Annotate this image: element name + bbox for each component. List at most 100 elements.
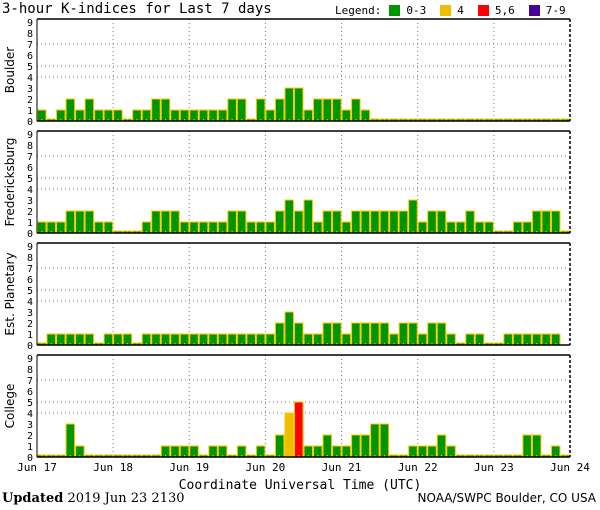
bar-fredericksburg-31 [332, 210, 342, 234]
bar-est-planetary-31 [332, 322, 342, 346]
bar-fredericksburg-3 [65, 210, 76, 234]
bar-college-42 [436, 434, 447, 458]
bar-fredericksburg-45 [465, 210, 475, 234]
bar-college-51 [522, 434, 532, 458]
y-tick-label: 1 [27, 106, 33, 117]
bar-college-52 [531, 434, 542, 458]
y-tick-label: 3 [27, 420, 33, 431]
bar-boulder-29 [313, 98, 323, 122]
bar-boulder-31 [332, 98, 342, 122]
y-tick-label: 2 [27, 207, 33, 218]
bar-fredericksburg-39 [408, 199, 418, 234]
bar-est-planetary-38 [398, 322, 409, 346]
y-tick-label: 8 [27, 29, 33, 40]
legend: Legend: 0-3 4 5,6 7-9 [335, 4, 580, 17]
bar-fredericksburg-4 [75, 210, 85, 234]
bar-fredericksburg-21 [236, 210, 247, 234]
panel-label-boulder: Boulder [3, 47, 17, 94]
x-tick-label: Jun 20 [246, 461, 286, 474]
bar-est-planetary-26 [284, 311, 294, 346]
bar-boulder-13 [160, 98, 171, 122]
y-tick-label: 9 [27, 18, 33, 29]
bar-fredericksburg-34 [360, 210, 371, 234]
y-tick-label: 6 [27, 163, 33, 174]
y-tick-label: 7 [27, 376, 33, 387]
y-tick-label: 7 [27, 152, 33, 163]
x-tick-label: Jun 17 [17, 461, 57, 474]
bar-est-planetary-35 [370, 322, 380, 346]
y-tick-label: 1 [27, 442, 33, 453]
y-tick-label: 5 [27, 398, 33, 409]
legend-item-label: 0-3 [406, 4, 427, 17]
bar-fredericksburg-14 [170, 210, 180, 234]
y-tick-label: 0 [27, 341, 33, 352]
x-tick-label: Jun 19 [169, 461, 209, 474]
bar-fredericksburg-30 [322, 210, 333, 234]
x-axis-title: Coordinate Universal Time (UTC) [178, 478, 422, 493]
bar-fredericksburg-20 [227, 210, 237, 234]
y-tick-label: 1 [27, 330, 33, 341]
panel-label-est-planetary: Est. Planetary [3, 252, 17, 335]
legend-item-5-6: 5,6 [477, 4, 515, 17]
bar-est-planetary-27 [293, 322, 304, 346]
y-tick-label: 3 [27, 84, 33, 95]
bar-college-33 [351, 434, 361, 458]
k-index-chart: 0123456789Boulder0123456789Fredericksbur… [3, 18, 590, 474]
bar-boulder-20 [227, 98, 237, 122]
updated-label: Updated [2, 491, 64, 506]
y-tick-label: 8 [27, 141, 33, 152]
bar-boulder-27 [293, 87, 304, 122]
y-tick-label: 6 [27, 387, 33, 398]
bar-college-36 [379, 423, 390, 458]
legend-item-0-3: 0-3 [389, 4, 426, 17]
bar-college-35 [370, 423, 380, 458]
bar-boulder-3 [65, 98, 76, 122]
updated-timestamp: Updated 2019 Jun 23 2130 [2, 491, 185, 506]
y-tick-label: 6 [27, 275, 33, 286]
bar-boulder-33 [351, 98, 361, 122]
y-tick-label: 5 [27, 286, 33, 297]
bar-fredericksburg-33 [351, 210, 361, 234]
legend-swatch [477, 5, 489, 16]
y-tick-label: 0 [27, 117, 33, 128]
bar-fredericksburg-25 [274, 210, 285, 234]
bar-est-planetary-36 [379, 322, 390, 346]
bar-fredericksburg-35 [370, 210, 380, 234]
y-tick-label: 0 [27, 229, 33, 240]
bar-college-26 [284, 412, 294, 458]
legend-label: Legend: [335, 4, 382, 17]
bar-college-27 [293, 401, 304, 458]
bar-fredericksburg-27 [293, 210, 304, 234]
y-tick-label: 8 [27, 365, 33, 376]
bar-fredericksburg-26 [284, 199, 294, 234]
y-tick-label: 5 [27, 62, 33, 73]
bar-fredericksburg-42 [436, 210, 447, 234]
bar-boulder-5 [84, 98, 95, 122]
y-tick-label: 2 [27, 431, 33, 442]
x-tick-label: Jun 24 [550, 461, 590, 474]
chart-title: 3-hour K-indices for Last 7 days [2, 1, 272, 17]
bar-boulder-25 [274, 98, 285, 122]
y-tick-label: 2 [27, 95, 33, 106]
bar-college-25 [274, 434, 285, 458]
y-tick-label: 4 [27, 409, 33, 420]
bar-boulder-21 [236, 98, 247, 122]
legend-item-7-9: 7-9 [528, 4, 566, 17]
x-tick-label: Jun 21 [322, 461, 362, 474]
legend-item-label: 4 [457, 4, 464, 17]
legend-swatch [528, 5, 540, 16]
legend-item-label: 7-9 [545, 4, 566, 17]
bar-est-planetary-33 [351, 322, 361, 346]
legend-item-4: 4 [440, 4, 464, 17]
y-tick-label: 9 [27, 354, 33, 365]
credit: NOAA/SWPC Boulder, CO USA [417, 491, 596, 505]
y-tick-label: 4 [27, 185, 33, 196]
y-tick-label: 7 [27, 264, 33, 275]
bar-fredericksburg-13 [160, 210, 171, 234]
y-tick-label: 9 [27, 130, 33, 141]
bar-fredericksburg-12 [151, 210, 161, 234]
y-tick-label: 6 [27, 51, 33, 62]
x-tick-label: Jun 22 [398, 461, 438, 474]
bar-college-34 [360, 434, 371, 458]
bar-fredericksburg-5 [84, 210, 95, 234]
